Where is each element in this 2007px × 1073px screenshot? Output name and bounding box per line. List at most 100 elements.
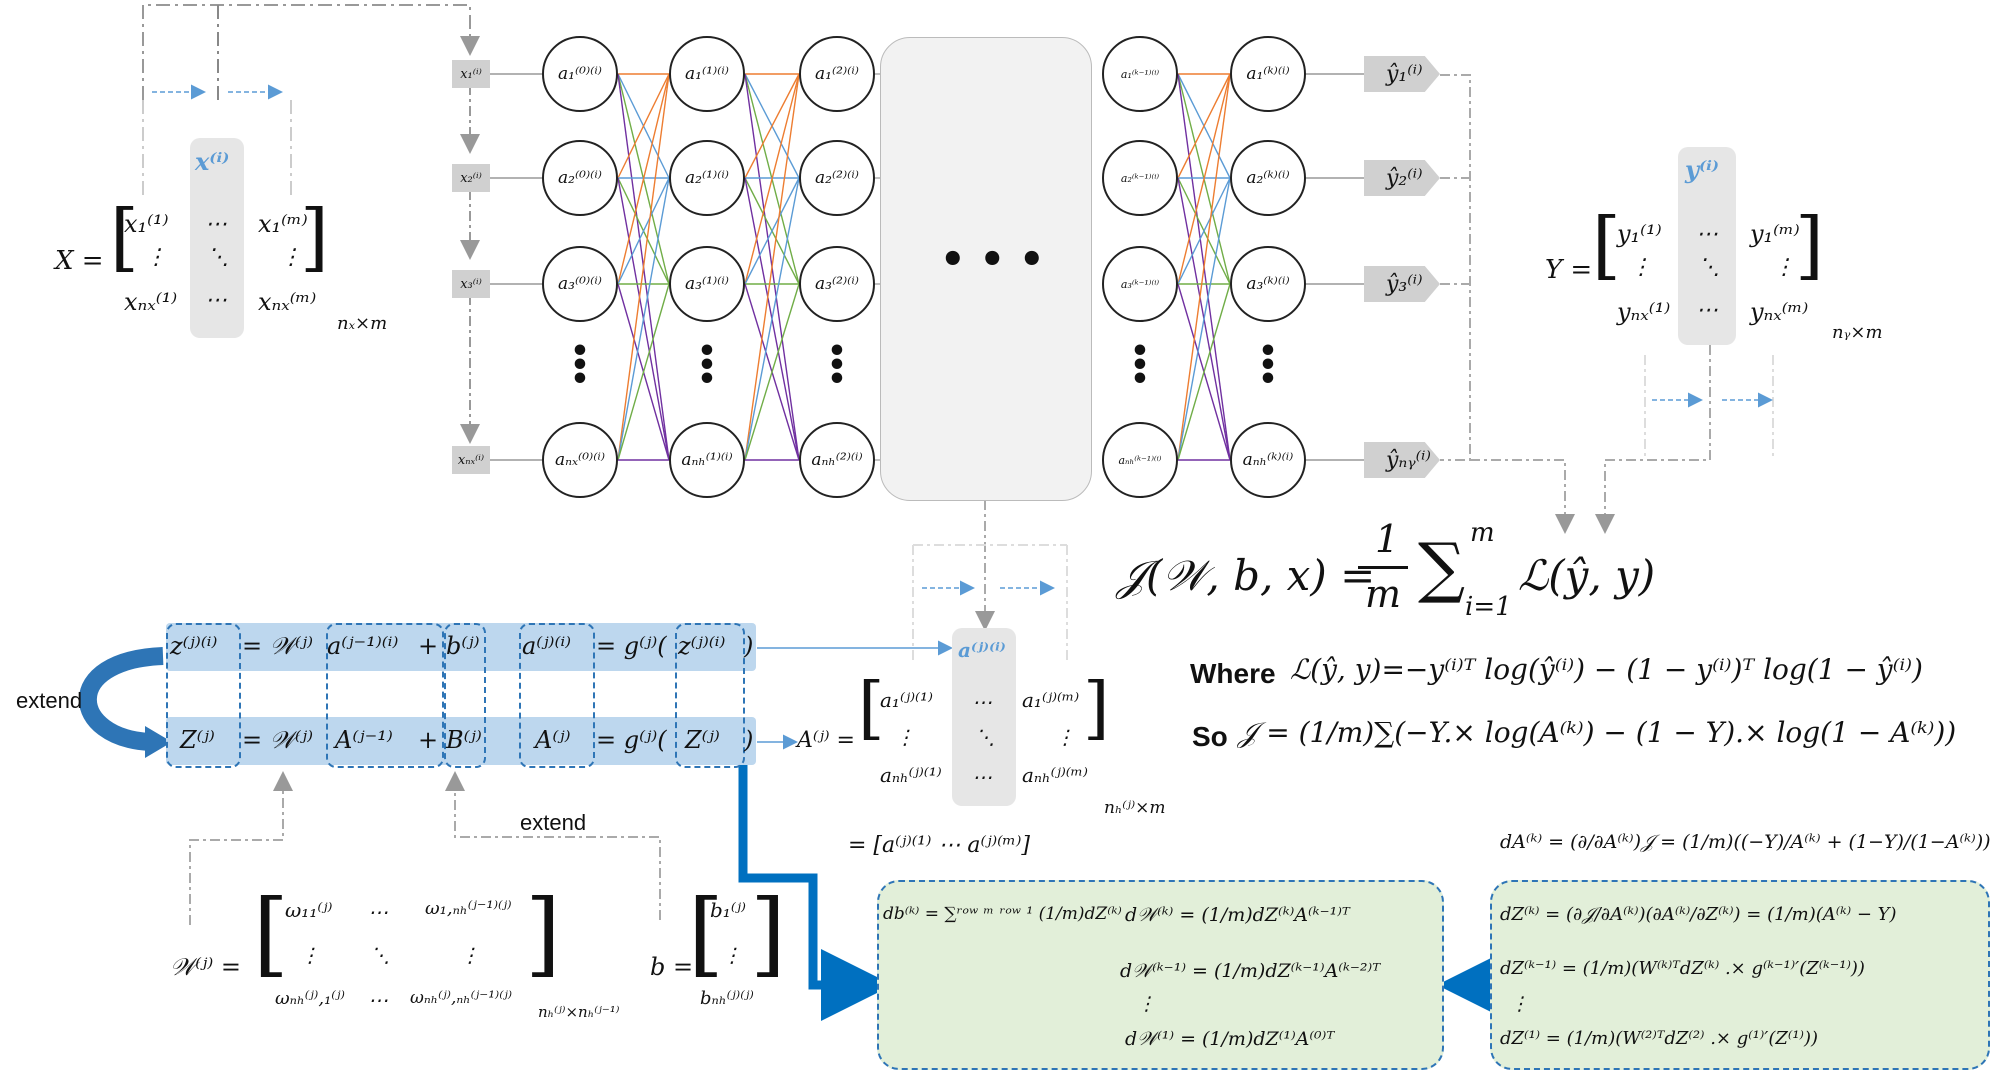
fs-a: a⁽ʲ⁾⁽ⁱ⁾ bbox=[522, 632, 572, 660]
weight-link bbox=[744, 177, 800, 461]
a-matrix-left-bracket: [ bbox=[858, 669, 885, 748]
fs-z: z⁽ʲ⁾⁽ⁱ⁾ bbox=[170, 632, 218, 660]
bp-dz-k: dZ⁽ᵏ⁾ = (∂𝒥/∂A⁽ᵏ⁾)(∂A⁽ᵏ⁾/∂Z⁽ᵏ⁾) = (1/m)(… bbox=[1500, 904, 1897, 925]
fv-b: B⁽ʲ⁾ bbox=[446, 726, 482, 754]
neuron-layerkm1: a₃⁽ᵏ⁻¹⁾⁽ⁱ⁾ bbox=[1102, 246, 1178, 322]
output-node: ŷ₃⁽ⁱ⁾ bbox=[1364, 266, 1440, 302]
fv-plus: + bbox=[418, 726, 439, 754]
weight-link bbox=[744, 177, 800, 285]
cost-sum-bottom: i=1 bbox=[1465, 592, 1512, 622]
b-vector-left-bracket: [ bbox=[688, 880, 724, 987]
b-vector-right-bracket: ] bbox=[750, 880, 786, 987]
extend-label-bottom: extend bbox=[520, 810, 587, 835]
a-column-highlight bbox=[952, 628, 1016, 806]
weight-link bbox=[1177, 73, 1231, 179]
weight-link bbox=[617, 73, 670, 179]
y-r2c3: ⋮ bbox=[1773, 255, 1795, 280]
bp-db: db⁽ᵏ⁾ = ∑ʳᵒʷ ᵐ ʳᵒʷ ¹ (1/m)dZ⁽ᵏ⁾ bbox=[883, 904, 1122, 924]
bp-dz-1: dZ⁽¹⁾ = (1/m)(W⁽²⁾ᵀdZ⁽²⁾ .× g⁽¹⁾′(Z⁽¹⁾)) bbox=[1500, 1028, 1819, 1049]
y-matrix-dim: nᵧ×m bbox=[1832, 322, 1883, 343]
output-node: ŷ₁⁽ⁱ⁾ bbox=[1364, 56, 1440, 92]
weight-link bbox=[1177, 177, 1231, 285]
bp-dw-k: d𝒲⁽ᵏ⁾ = (1/m)dZ⁽ᵏ⁾A⁽ᵏ⁻¹⁾ᵀ bbox=[1125, 904, 1350, 926]
weight-link bbox=[1177, 73, 1231, 461]
weight-link bbox=[617, 283, 670, 461]
hidden-layers-block bbox=[880, 37, 1092, 501]
weight-link bbox=[744, 73, 800, 461]
x-r2c3: ⋮ bbox=[280, 245, 302, 270]
backprop-dz-box bbox=[1490, 880, 1990, 1070]
bp-left-vdots: ⋮ bbox=[1137, 993, 1156, 1015]
y-matrix-lhs: Y = bbox=[1545, 255, 1593, 285]
w-matrix-left-bracket: [ bbox=[253, 880, 289, 987]
neuron-layer0: a₃⁽⁰⁾⁽ⁱ⁾ bbox=[542, 246, 618, 322]
y-r1c1: y₁⁽¹⁾ bbox=[1617, 220, 1662, 248]
fv-close: ) bbox=[744, 726, 754, 754]
w-matrix-lhs: 𝒲⁽ʲ⁾ = bbox=[170, 953, 242, 981]
a-matrix-row-form: = [a⁽ʲ⁾⁽¹⁾ ⋯ a⁽ʲ⁾⁽ᵐ⁾] bbox=[848, 833, 1030, 858]
w-r2c1: ⋮ bbox=[300, 943, 320, 967]
neuron-layer0: a₁⁽⁰⁾⁽ⁱ⁾ bbox=[542, 36, 618, 112]
x-matrix-dim: nₓ×m bbox=[337, 313, 388, 334]
zz-dashed-box bbox=[675, 623, 745, 768]
bp-dw-km1: d𝒲⁽ᵏ⁻¹⁾ = (1/m)dZ⁽ᵏ⁻¹⁾A⁽ᵏ⁻²⁾ᵀ bbox=[1120, 960, 1381, 982]
a-dashed-box bbox=[519, 623, 595, 768]
layer-vertical-dots: • • • bbox=[827, 334, 847, 397]
w-matrix-dim: nₕ⁽ʲ⁾×nₕ⁽ʲ⁻¹⁾ bbox=[538, 1003, 620, 1021]
cost-sum-top: m bbox=[1470, 518, 1495, 548]
where-expression: ℒ(ŷ, y)=−y⁽ⁱ⁾ᵀ log(ŷ⁽ⁱ⁾) − (1 − y⁽ⁱ⁾)ᵀ l… bbox=[1290, 653, 1923, 686]
x-column-label: x⁽ⁱ⁾ bbox=[195, 147, 230, 176]
output-node: ŷₙᵧ⁽ⁱ⁾ bbox=[1364, 442, 1440, 478]
weight-link bbox=[617, 177, 670, 285]
y-r2c1: ⋮ bbox=[1630, 255, 1652, 280]
cost-frac-den: m bbox=[1365, 572, 1402, 616]
neuron-layerk: aₙₕ⁽ᵏ⁾⁽ⁱ⁾ bbox=[1230, 422, 1306, 498]
weight-link bbox=[744, 283, 800, 461]
fs-eq: = 𝒲⁽ʲ⁾ bbox=[242, 632, 314, 660]
weight-link bbox=[617, 73, 670, 461]
fs-zz: z⁽ʲ⁾⁽ⁱ⁾ bbox=[678, 632, 726, 660]
a-r2c3: ⋮ bbox=[1055, 725, 1075, 749]
where-label: Where bbox=[1190, 658, 1276, 689]
y-r3c2: ⋯ bbox=[1696, 298, 1718, 323]
fs-b: b⁽ʲ⁾ bbox=[446, 632, 480, 660]
x-r3c2: ⋯ bbox=[205, 288, 227, 313]
x-column-highlight bbox=[190, 138, 244, 338]
a-r3c3: aₙₕ⁽ʲ⁾⁽ᵐ⁾ bbox=[1022, 763, 1088, 787]
y-column-label: y⁽ⁱ⁾ bbox=[1685, 155, 1719, 184]
neuron-layer2: a₂⁽²⁾⁽ⁱ⁾ bbox=[799, 140, 875, 216]
layer-vertical-dots: • • • bbox=[1258, 334, 1278, 397]
weight-link bbox=[1177, 283, 1231, 461]
neuron-layer2: a₃⁽²⁾⁽ⁱ⁾ bbox=[799, 246, 875, 322]
cost-frac-bar bbox=[1358, 566, 1408, 569]
input-node: xₙₓ⁽ⁱ⁾ bbox=[452, 446, 490, 474]
x-r3c3: xₙₓ⁽ᵐ⁾ bbox=[258, 288, 317, 316]
y-matrix-right-bracket: ] bbox=[1795, 202, 1824, 288]
x-r1c3: x₁⁽ᵐ⁾ bbox=[258, 210, 308, 238]
x-r1c1: x₁⁽¹⁾ bbox=[124, 210, 169, 238]
layer-vertical-dots: • • • bbox=[570, 334, 590, 397]
neuron-layerk: a₂⁽ᵏ⁾⁽ⁱ⁾ bbox=[1230, 140, 1306, 216]
extend-label-left: extend bbox=[16, 688, 83, 713]
bp-dw-1: d𝒲⁽¹⁾ = (1/m)dZ⁽¹⁾A⁽⁰⁾ᵀ bbox=[1125, 1028, 1335, 1050]
y-r1c3: y₁⁽ᵐ⁾ bbox=[1750, 220, 1800, 248]
cost-frac-num: 1 bbox=[1375, 517, 1400, 561]
weight-link bbox=[1177, 177, 1231, 461]
forward-single-band bbox=[166, 623, 756, 671]
w-r1c2: ⋯ bbox=[368, 900, 388, 924]
x-r3c1: xₙₓ⁽¹⁾ bbox=[124, 288, 178, 316]
fv-eqg: = g⁽ʲ⁾( bbox=[596, 726, 667, 754]
a-r1c3: a₁⁽ʲ⁾⁽ᵐ⁾ bbox=[1022, 688, 1080, 712]
so-expression: 𝒥 = (1/m)∑(−Y.× log(A⁽ᵏ⁾) − (1 − Y).× lo… bbox=[1238, 716, 1957, 749]
neuron-layer1: a₁⁽¹⁾⁽ⁱ⁾ bbox=[669, 36, 745, 112]
w-r1c3: ω₁,ₙₕ⁽ʲ⁻¹⁾⁽ʲ⁾ bbox=[425, 898, 512, 919]
neuron-layer2: a₁⁽²⁾⁽ⁱ⁾ bbox=[799, 36, 875, 112]
fs-a-prev: a⁽ʲ⁻¹⁾⁽ⁱ⁾ bbox=[327, 632, 399, 660]
fv-zz: Z⁽ʲ⁾ bbox=[685, 726, 720, 754]
input-node: x₃⁽ⁱ⁾ bbox=[452, 270, 490, 298]
w-r2c3: ⋮ bbox=[460, 943, 480, 967]
y-r1c2: ⋯ bbox=[1696, 222, 1718, 247]
neuron-layerk: a₁⁽ᵏ⁾⁽ⁱ⁾ bbox=[1230, 36, 1306, 112]
hidden-layers-ellipsis: • • • bbox=[940, 236, 1045, 283]
